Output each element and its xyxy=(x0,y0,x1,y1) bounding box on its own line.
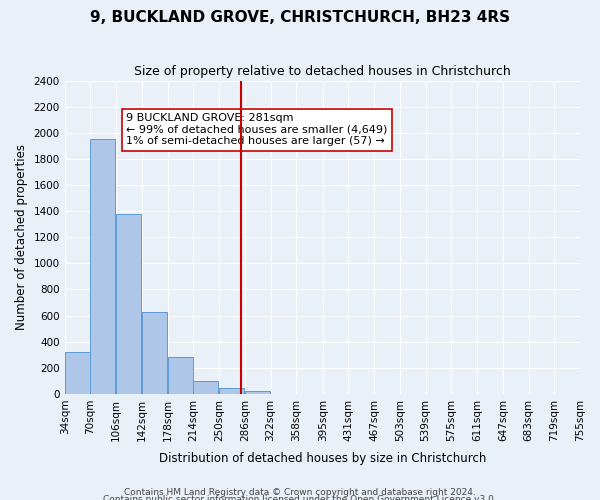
Text: 9, BUCKLAND GROVE, CHRISTCHURCH, BH23 4RS: 9, BUCKLAND GROVE, CHRISTCHURCH, BH23 4R… xyxy=(90,10,510,25)
Bar xyxy=(167,358,193,394)
Text: Contains HM Land Registry data © Crown copyright and database right 2024.: Contains HM Land Registry data © Crown c… xyxy=(124,488,476,497)
Bar xyxy=(116,214,141,394)
Title: Size of property relative to detached houses in Christchurch: Size of property relative to detached ho… xyxy=(134,65,511,78)
Text: 9 BUCKLAND GROVE: 281sqm
← 99% of detached houses are smaller (4,649)
1% of semi: 9 BUCKLAND GROVE: 281sqm ← 99% of detach… xyxy=(126,113,388,146)
Text: Contains public sector information licensed under the Open Government Licence v3: Contains public sector information licen… xyxy=(103,496,497,500)
Bar xyxy=(193,382,218,394)
Bar xyxy=(91,140,115,394)
Y-axis label: Number of detached properties: Number of detached properties xyxy=(15,144,28,330)
Bar xyxy=(142,312,167,394)
X-axis label: Distribution of detached houses by size in Christchurch: Distribution of detached houses by size … xyxy=(158,452,486,465)
Bar xyxy=(65,352,89,394)
Bar xyxy=(245,390,270,394)
Bar xyxy=(219,388,244,394)
